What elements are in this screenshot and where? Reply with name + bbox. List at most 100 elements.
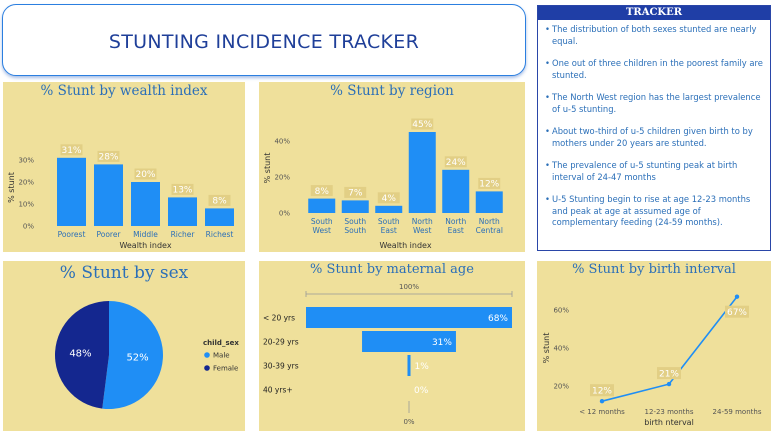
scale-max-label: 100% <box>399 283 419 291</box>
bar <box>131 182 160 226</box>
funnel-bar <box>362 331 456 352</box>
x-tick-label: East <box>381 226 397 235</box>
x-tick-label: Poorest <box>58 230 86 239</box>
bar <box>442 169 470 213</box>
sex-chart-panel: % Stunt by sex 52% 48% child_sex Male Female <box>3 261 245 431</box>
bar-data-label-bg <box>411 118 434 130</box>
bar-data-label-bg <box>344 186 367 198</box>
bar-data-label-bg <box>444 156 467 168</box>
pie-slice-male <box>102 301 164 409</box>
maternal-chart-title: % Stunt by maternal age <box>310 262 474 277</box>
maternal-chart-panel: % Stunt by maternal age 100% 0% < 20 yrs 68… <box>259 261 525 431</box>
line-point <box>599 399 605 404</box>
x-tick-label: < 12 months <box>579 408 625 416</box>
legend-marker-female <box>204 365 210 371</box>
y-tick-label: 0% <box>279 210 290 218</box>
x-tick-label: North <box>479 217 500 226</box>
tracker-item: About two-third of u-5 children given bi… <box>545 126 765 149</box>
bar <box>341 200 369 213</box>
y-tick-label: 40% <box>274 138 290 146</box>
bar <box>94 164 123 226</box>
tracker-panel: TRACKER The distribution of both sexes s… <box>537 5 771 251</box>
x-axis-label: Wealth index <box>119 241 171 250</box>
y-tick-label: 20% <box>18 179 34 187</box>
bar-data-label: 31% <box>432 338 452 348</box>
region-chart: 0% 20% 40%% stunt 8% South West 7% South South 4%… <box>263 118 503 250</box>
funnel-bar <box>306 307 512 328</box>
y-axis-label: % stunt <box>263 153 272 184</box>
scale-min-label: 0% <box>403 418 414 426</box>
bar-data-label: 28% <box>98 153 118 163</box>
bar-data-label: 0% <box>414 386 429 396</box>
x-axis-label: Wealth index <box>379 241 431 250</box>
x-tick-label: South <box>344 226 366 235</box>
bar <box>57 157 86 226</box>
wealth-chart-panel: % Stunt by wealth index 0% 10% 20% 30%% stu… <box>3 82 245 252</box>
region-chart-panel: % Stunt by region 0% 20% 40%% stunt 8% South… <box>259 82 525 252</box>
bar <box>205 208 234 226</box>
point-data-label-bg <box>657 367 681 380</box>
bar-data-label-bg <box>478 177 501 189</box>
y-tick-label: 10% <box>18 201 34 209</box>
region-chart-title: % Stunt by region <box>330 83 454 99</box>
y-tick-label: 60% <box>553 307 569 315</box>
tracker-item: The North West region has the largest pr… <box>545 92 765 115</box>
point-data-label: 67% <box>727 308 747 318</box>
tracker-title: TRACKER <box>538 6 770 20</box>
line-point <box>734 294 740 299</box>
birth-chart: 20% 40% 60% % stunt 12% < 12 months 21% 12-23 m… <box>542 294 762 427</box>
bar-data-label: 31% <box>61 146 81 156</box>
wealth-chart: 0% 10% 20% 30%% stunt 31% Poorest 28% Poorer 20%… <box>7 144 234 250</box>
bar-data-label: 1% <box>415 362 430 372</box>
x-tick-label: West <box>413 226 431 235</box>
x-tick-label: 24-59 months <box>713 408 762 416</box>
y-tick-label: 40% <box>553 345 569 353</box>
point-data-label: 12% <box>592 386 612 396</box>
bar-data-label-bg <box>171 183 194 195</box>
birth-chart-title: % Stunt by birth interval <box>572 262 736 277</box>
bar-data-label: 13% <box>172 186 192 196</box>
bar <box>475 191 503 213</box>
bar-data-label: 8% <box>315 187 330 197</box>
legend-label: Male <box>213 352 230 360</box>
bar <box>408 132 436 213</box>
x-tick-label: Middle <box>133 230 158 239</box>
y-tick-label: 20% <box>274 174 290 182</box>
bar-data-label-bg <box>97 150 120 162</box>
bar-data-label-bg <box>208 194 231 206</box>
sex-chart: 52% 48% child_sex Male Female <box>55 301 239 409</box>
x-tick-label: North <box>412 217 433 226</box>
y-tick-label: < 20 yrs <box>263 314 295 323</box>
sex-chart-title: % Stunt by sex <box>59 263 189 283</box>
bar-data-label-bg <box>134 168 157 180</box>
tracker-list: The distribution of both sexes stunted a… <box>538 20 770 229</box>
bar-data-label: 20% <box>135 170 155 180</box>
title-card: STUNTING INCIDENCE TRACKER <box>2 4 526 76</box>
y-axis-label: % stunt <box>7 172 16 203</box>
x-tick-label: Central <box>476 226 503 235</box>
bar-data-label: 7% <box>348 189 363 199</box>
bar-data-label: 4% <box>382 194 397 204</box>
legend-title: child_sex <box>203 339 239 347</box>
birth-chart-panel: % Stunt by birth interval 20% 40% 60% % stu… <box>537 261 771 431</box>
point-data-label-bg <box>725 305 749 318</box>
bar-data-label: 68% <box>488 314 508 324</box>
y-tick-label: 20-29 yrs <box>263 338 299 347</box>
x-tick-label: South <box>378 217 400 226</box>
wealth-chart-title: % Stunt by wealth index <box>40 83 208 99</box>
bar-data-label-bg <box>310 185 333 197</box>
line-point <box>666 381 672 387</box>
bar <box>168 197 197 226</box>
y-tick-label: 30-39 yrs <box>263 362 299 371</box>
bar <box>308 198 336 213</box>
y-axis-label: % stunt <box>542 333 551 364</box>
tracker-item: U-5 Stunting begin to rise at age 12-23 … <box>545 194 765 229</box>
x-tick-label: Richer <box>171 230 196 239</box>
legend-label: Female <box>213 365 238 373</box>
bar-data-label-bg <box>377 192 400 204</box>
y-tick-label: 20% <box>553 383 569 391</box>
x-tick-label: Poorer <box>96 230 121 239</box>
x-tick-label: South <box>311 217 333 226</box>
point-data-label-bg <box>590 384 614 397</box>
y-tick-label: 40 yrs+ <box>263 386 293 395</box>
